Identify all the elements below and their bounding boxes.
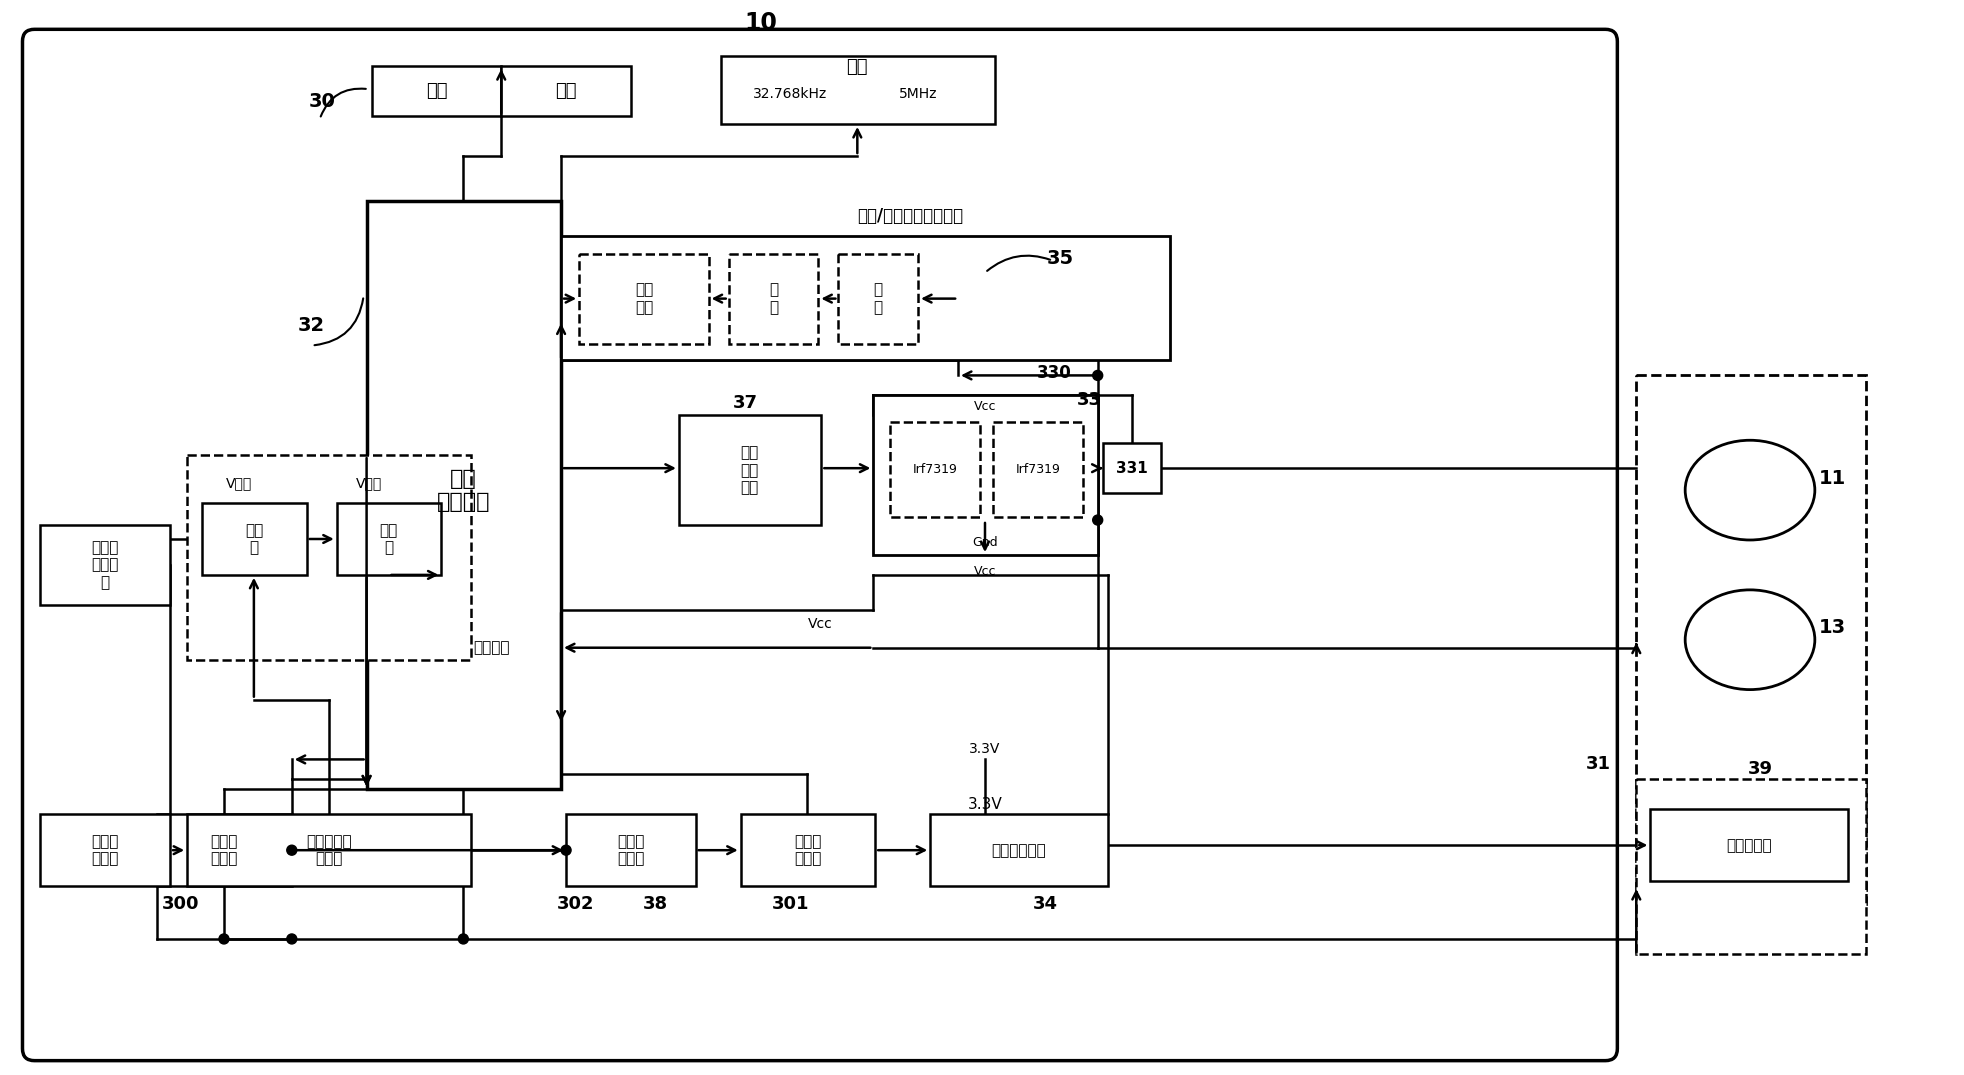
Text: 330: 330 — [1037, 364, 1070, 383]
Text: 11: 11 — [1819, 469, 1846, 488]
Circle shape — [562, 845, 572, 856]
Text: 通信/充电切换控制信号: 通信/充电切换控制信号 — [856, 206, 962, 225]
Text: 30: 30 — [308, 91, 336, 111]
Text: Irf7319: Irf7319 — [1015, 462, 1061, 475]
Text: 37: 37 — [733, 395, 758, 413]
Text: 32: 32 — [299, 316, 326, 335]
Text: Irf7319: Irf7319 — [911, 462, 956, 475]
Bar — [157, 814, 291, 886]
Bar — [562, 235, 1169, 360]
Text: 电压采
样电路: 电压采 样电路 — [210, 834, 238, 866]
Text: 32.768kHz: 32.768kHz — [752, 87, 827, 101]
Bar — [872, 396, 1098, 555]
Text: 300: 300 — [161, 895, 198, 913]
Text: 35: 35 — [1045, 249, 1072, 269]
Circle shape — [287, 845, 297, 856]
Text: 10: 10 — [744, 12, 776, 35]
Bar — [41, 525, 171, 605]
Text: V充电: V充电 — [226, 476, 251, 490]
Bar — [187, 814, 471, 886]
Text: 301: 301 — [772, 895, 809, 913]
Text: Vcc: Vcc — [807, 617, 833, 631]
Text: Vcc: Vcc — [974, 400, 996, 413]
Circle shape — [1092, 515, 1102, 525]
Text: 脉宽
拓展: 脉宽 拓展 — [634, 283, 652, 315]
Bar — [1636, 375, 1864, 904]
Bar — [678, 415, 821, 525]
Text: 电流采
样电路: 电流采 样电路 — [793, 834, 821, 866]
Text: 体外电池充
供电器: 体外电池充 供电器 — [306, 834, 352, 866]
Bar — [1650, 809, 1846, 882]
Bar — [929, 814, 1108, 886]
Text: 34: 34 — [1031, 895, 1057, 913]
Circle shape — [458, 934, 467, 944]
Bar — [336, 503, 442, 575]
Text: 驱动
放大
电路: 驱动 放大 电路 — [740, 445, 758, 496]
Text: V供电: V供电 — [355, 476, 381, 490]
Text: Gnd: Gnd — [972, 536, 998, 549]
Text: 整
形: 整 形 — [768, 283, 778, 315]
Text: 显示: 显示 — [426, 82, 448, 100]
Text: 33: 33 — [1076, 391, 1102, 410]
Bar — [890, 422, 980, 517]
Text: 3.3V: 3.3V — [966, 797, 1002, 812]
Text: Vcc: Vcc — [974, 565, 996, 578]
Bar — [721, 56, 994, 124]
Text: 按键: 按键 — [556, 82, 577, 100]
Text: 保险
丝: 保险 丝 — [246, 522, 263, 555]
Bar — [1636, 779, 1864, 954]
Bar — [371, 67, 501, 116]
Circle shape — [218, 934, 230, 944]
Bar — [1102, 443, 1161, 493]
Bar — [41, 814, 171, 886]
Text: 电源变换电路: 电源变换电路 — [992, 843, 1045, 858]
Text: 31: 31 — [1585, 756, 1610, 773]
Bar — [992, 422, 1082, 517]
Text: 过温保护: 过温保护 — [473, 641, 509, 656]
Circle shape — [1092, 371, 1102, 381]
Text: 体外可
充电电
池: 体外可 充电电 池 — [92, 540, 120, 590]
Text: 302: 302 — [558, 895, 595, 913]
Bar — [740, 814, 874, 886]
Circle shape — [287, 934, 297, 944]
Bar — [729, 254, 819, 344]
Text: 331: 331 — [1116, 461, 1147, 475]
Bar — [566, 814, 695, 886]
Text: 充电保
护开关: 充电保 护开关 — [617, 834, 644, 866]
Text: 5MHz: 5MHz — [898, 87, 937, 101]
Text: 滤
波: 滤 波 — [874, 283, 882, 315]
Bar — [839, 254, 917, 344]
Text: 二极
管: 二极 管 — [379, 522, 397, 555]
Bar — [187, 455, 471, 660]
Bar — [579, 254, 709, 344]
Bar — [367, 201, 562, 789]
Text: 外部交
流电源: 外部交 流电源 — [92, 834, 120, 866]
Text: 13: 13 — [1819, 618, 1846, 637]
Text: 第一
微处理器: 第一 微处理器 — [436, 469, 489, 512]
Bar — [501, 67, 630, 116]
Text: 晶体: 晶体 — [846, 58, 868, 76]
Text: 温度传感器: 温度传感器 — [1724, 837, 1772, 852]
Text: 39: 39 — [1746, 760, 1772, 778]
Text: 3.3V: 3.3V — [968, 743, 1000, 757]
Text: 38: 38 — [642, 895, 668, 913]
Bar — [202, 503, 306, 575]
